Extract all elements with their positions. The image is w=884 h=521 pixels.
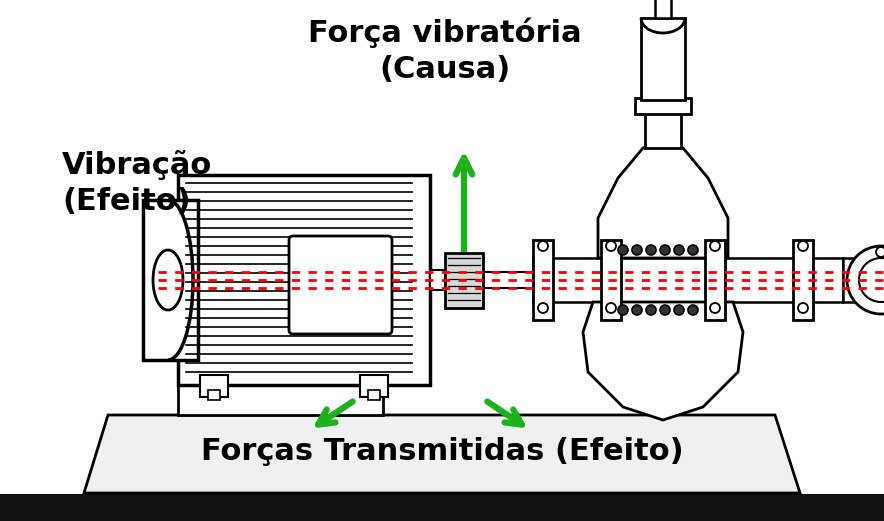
Bar (533, 258, 843, 302)
Circle shape (646, 305, 656, 315)
Bar (641, 18, 685, 100)
Bar (483, 272, 533, 288)
Circle shape (847, 246, 884, 314)
Circle shape (859, 258, 884, 302)
Circle shape (646, 245, 656, 255)
Bar (200, 375, 228, 397)
FancyBboxPatch shape (289, 236, 392, 334)
Bar (0, 494, 884, 521)
Circle shape (606, 303, 616, 313)
Circle shape (660, 245, 670, 255)
Circle shape (538, 241, 548, 251)
Bar (533, 240, 553, 320)
Bar (655, 0, 671, 18)
Circle shape (538, 303, 548, 313)
Bar (178, 385, 383, 415)
Circle shape (618, 305, 628, 315)
Text: Vibração
(Efeito): Vibração (Efeito) (62, 150, 212, 216)
Bar (705, 240, 725, 320)
Bar (645, 113, 681, 148)
Polygon shape (84, 415, 800, 493)
Bar (601, 240, 621, 320)
Polygon shape (598, 138, 728, 258)
Circle shape (632, 245, 642, 255)
Circle shape (710, 241, 720, 251)
Bar (635, 98, 691, 114)
Circle shape (798, 303, 808, 313)
Polygon shape (583, 302, 743, 420)
Bar (793, 240, 813, 320)
Text: Forças Transmitidas (Efeito): Forças Transmitidas (Efeito) (201, 438, 683, 466)
Circle shape (632, 305, 642, 315)
Bar (445, 253, 483, 308)
Bar (208, 390, 220, 400)
Bar (360, 375, 388, 397)
Circle shape (618, 245, 628, 255)
Bar (143, 200, 198, 360)
Bar (178, 175, 430, 385)
Circle shape (710, 303, 720, 313)
Circle shape (688, 245, 698, 255)
Bar (430, 270, 445, 290)
Bar (843, 258, 873, 302)
Circle shape (798, 241, 808, 251)
Bar (368, 390, 380, 400)
Circle shape (674, 305, 684, 315)
Circle shape (674, 245, 684, 255)
Circle shape (876, 247, 884, 257)
Circle shape (606, 241, 616, 251)
Circle shape (688, 305, 698, 315)
Circle shape (660, 305, 670, 315)
Text: Força vibratória
(Causa): Força vibratória (Causa) (309, 18, 582, 84)
